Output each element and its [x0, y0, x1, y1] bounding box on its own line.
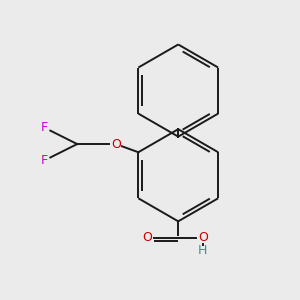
Text: F: F: [41, 121, 48, 134]
Text: O: O: [111, 138, 121, 151]
Text: O: O: [142, 231, 152, 244]
Text: O: O: [198, 231, 208, 244]
Text: H: H: [198, 244, 208, 257]
Text: F: F: [41, 154, 48, 167]
